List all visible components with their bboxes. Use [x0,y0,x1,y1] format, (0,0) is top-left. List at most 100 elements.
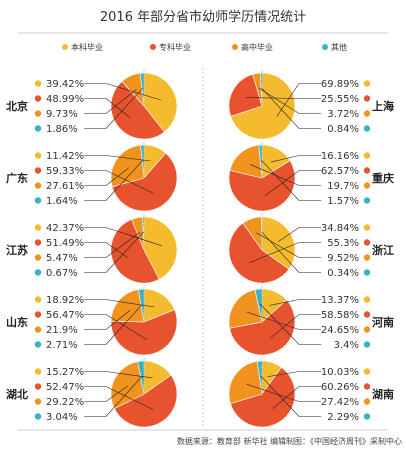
pie-r2-dot-bachelor [363,224,371,231]
pie-l2-leader-other [84,231,144,273]
pie-r3-slice-college [229,299,296,356]
pie-r3-label-bachelor: 13.37% [321,295,359,306]
pie-r1-leader-college [264,170,321,197]
pie-r3-dot-highschool [363,326,371,333]
pie-r3-dot-other [363,341,371,348]
pie-r3-label-highschool: 24.65% [321,325,359,336]
pie-l0-label-highschool: 9.73% [46,109,78,120]
legend-dot-college [150,44,156,50]
pie-r1-slice-highschool [229,144,263,179]
pie-l0-label-bachelor: 39.42% [46,79,84,90]
pie-l2-dot-college [34,239,42,246]
pie-r1-label-other: 1.57% [327,196,359,207]
pie-l0-leader-other [84,87,144,129]
pie-r4-leader-bachelor [267,371,321,377]
pie-r3-dot-college [363,311,371,318]
pie-r4-leader-highschool [246,384,321,402]
pie-r1-province-name: 重庆 [372,171,394,185]
pie-r0-label-other: 0.84% [327,124,359,135]
pie-r2-province-name: 浙江 [372,243,394,257]
pie-l1-label-highschool: 27.61% [46,181,84,192]
pie-l1-dot-highschool [34,182,42,189]
pie-r4-dot-college [363,383,371,390]
pie-r4-dot-other [363,413,371,420]
pie-r0-province-name: 上海 [372,99,394,113]
pie-r2-leader-other [261,231,321,273]
pie-l0-leader-highschool [84,89,137,114]
pie-r0-dot-college [363,95,371,102]
pie-l1-leader-college [84,170,154,194]
pie-r3-label-college: 58.58% [321,310,359,321]
pie-l0-leader-bachelor [84,83,162,101]
pie-r4-leader-other [260,375,321,417]
pie-l1-dot-bachelor [34,152,42,159]
legend-item-college: 专科毕业 [150,42,191,53]
pie-l3-slice-highschool [110,289,145,323]
pie-l1-slice-highschool [110,144,145,188]
pie-r0-label-highschool: 3.72% [327,109,359,120]
pie-r0-label-bachelor: 69.89% [321,79,359,90]
pie-r0-slice-college [228,73,263,117]
pie-l3-leader-bachelor [84,299,155,308]
pie-r4-dot-highschool [363,398,371,405]
pie-r0-dot-bachelor [363,80,371,87]
legend-item-highschool: 高中毕业 [232,42,273,53]
pie-r2-dot-highschool [363,254,371,261]
pie-l0-dot-bachelor [34,80,42,87]
pie-r3-leader-other [259,303,321,345]
pie-l1-leader-other [84,159,144,201]
pie-r0-slice-bachelor [230,72,296,140]
pie-l3-dot-bachelor [34,296,42,303]
pie-l4-label-college: 52.47% [46,382,84,393]
pie-r4-slice-highschool [228,360,263,404]
pie-r2-slice-bachelor [261,216,296,270]
pie-l1-province-name: 广东 [6,171,28,185]
legend-label-college: 专科毕业 [159,43,191,52]
pie-l4-leader-bachelor [84,371,153,379]
legend-dot-bachelor [62,44,68,50]
pie-l2-leader-highschool [84,232,141,258]
pie-r1-label-college: 62.57% [321,166,359,177]
chart-title: 2016 年部分省市幼师学历情况统计 [99,10,307,25]
pie-l4-label-other: 3.04% [46,412,78,423]
pie-r2-leader-bachelor [277,227,321,242]
pie-r3-dot-bachelor [363,296,371,303]
pie-r2-dot-other [363,269,371,276]
pie-l2-dot-highschool [34,254,42,261]
pie-l2-leader-bachelor [84,227,162,246]
pie-r1-leader-other [260,159,321,201]
pie-l4-label-bachelor: 15.27% [46,367,84,378]
pie-r1-label-highschool: 19.7% [327,181,359,192]
pie-l0-dot-other [34,125,42,132]
pie-l3-dot-other [34,341,42,348]
pie-r0-leader-highschool [258,87,321,114]
legend-item-bachelor: 本科毕业 [62,42,103,53]
pie-l4-leader-college [84,386,154,410]
pie-r2-dot-college [363,239,371,246]
pie-r0-leader-bachelor [276,83,321,117]
pie-l3-slice-college [110,309,178,356]
pie-r2-leader-college [249,242,321,264]
legend-item-other: 其他 [322,42,347,53]
pie-l3-slice-bachelor [143,288,176,323]
pie-r3-leader-bachelor [269,299,321,306]
pie-r1-dot-college [363,167,371,174]
pie-r1-dot-highschool [363,182,371,189]
pie-r4-dot-bachelor [363,368,371,375]
pie-r4-label-bachelor: 10.03% [321,367,359,378]
pie-r0-dot-other [363,125,371,132]
pie-l3-label-other: 2.71% [46,340,78,351]
pie-l3-dot-highschool [34,326,42,333]
pie-r0-leader-college [245,97,321,99]
pie-l0-slice-college [110,80,165,140]
pie-r4-label-other: 2.29% [327,412,359,423]
pie-r4-province-name: 湖南 [372,387,394,401]
legend-label-bachelor: 本科毕业 [71,43,103,52]
pie-r3-leader-highschool [246,311,321,330]
pie-l2-province-name: 江苏 [6,243,28,257]
pie-l3-label-college: 56.47% [46,310,84,321]
pie-r3-province-name: 河南 [372,315,394,329]
pie-l0-label-college: 48.99% [46,94,84,105]
